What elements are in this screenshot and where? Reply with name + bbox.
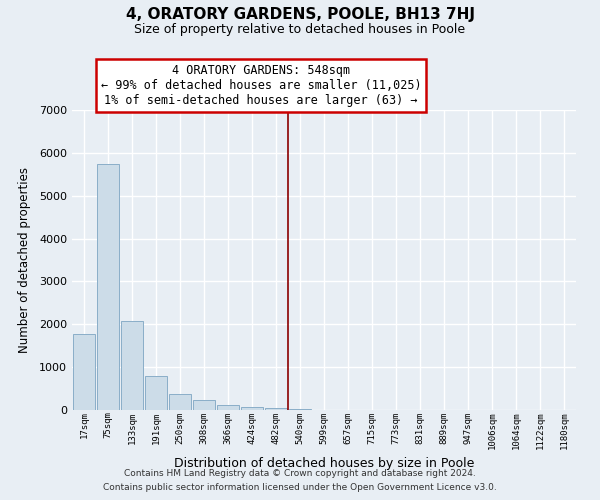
Bar	[169, 394, 191, 410]
Text: Size of property relative to detached houses in Poole: Size of property relative to detached ho…	[134, 22, 466, 36]
Bar	[73, 334, 95, 410]
Text: Contains public sector information licensed under the Open Government Licence v3: Contains public sector information licen…	[103, 484, 497, 492]
Bar	[121, 322, 143, 410]
Text: Contains HM Land Registry data © Crown copyright and database right 2024.: Contains HM Land Registry data © Crown c…	[124, 468, 476, 477]
Y-axis label: Number of detached properties: Number of detached properties	[17, 167, 31, 353]
Bar	[265, 408, 287, 410]
Text: 4, ORATORY GARDENS, POOLE, BH13 7HJ: 4, ORATORY GARDENS, POOLE, BH13 7HJ	[125, 8, 475, 22]
Bar	[145, 376, 167, 410]
X-axis label: Distribution of detached houses by size in Poole: Distribution of detached houses by size …	[174, 458, 474, 470]
Text: 4 ORATORY GARDENS: 548sqm
← 99% of detached houses are smaller (11,025)
1% of se: 4 ORATORY GARDENS: 548sqm ← 99% of detac…	[101, 64, 421, 107]
Bar	[97, 164, 119, 410]
Bar	[241, 406, 263, 410]
Bar	[289, 409, 311, 410]
Bar	[217, 405, 239, 410]
Bar	[193, 400, 215, 410]
